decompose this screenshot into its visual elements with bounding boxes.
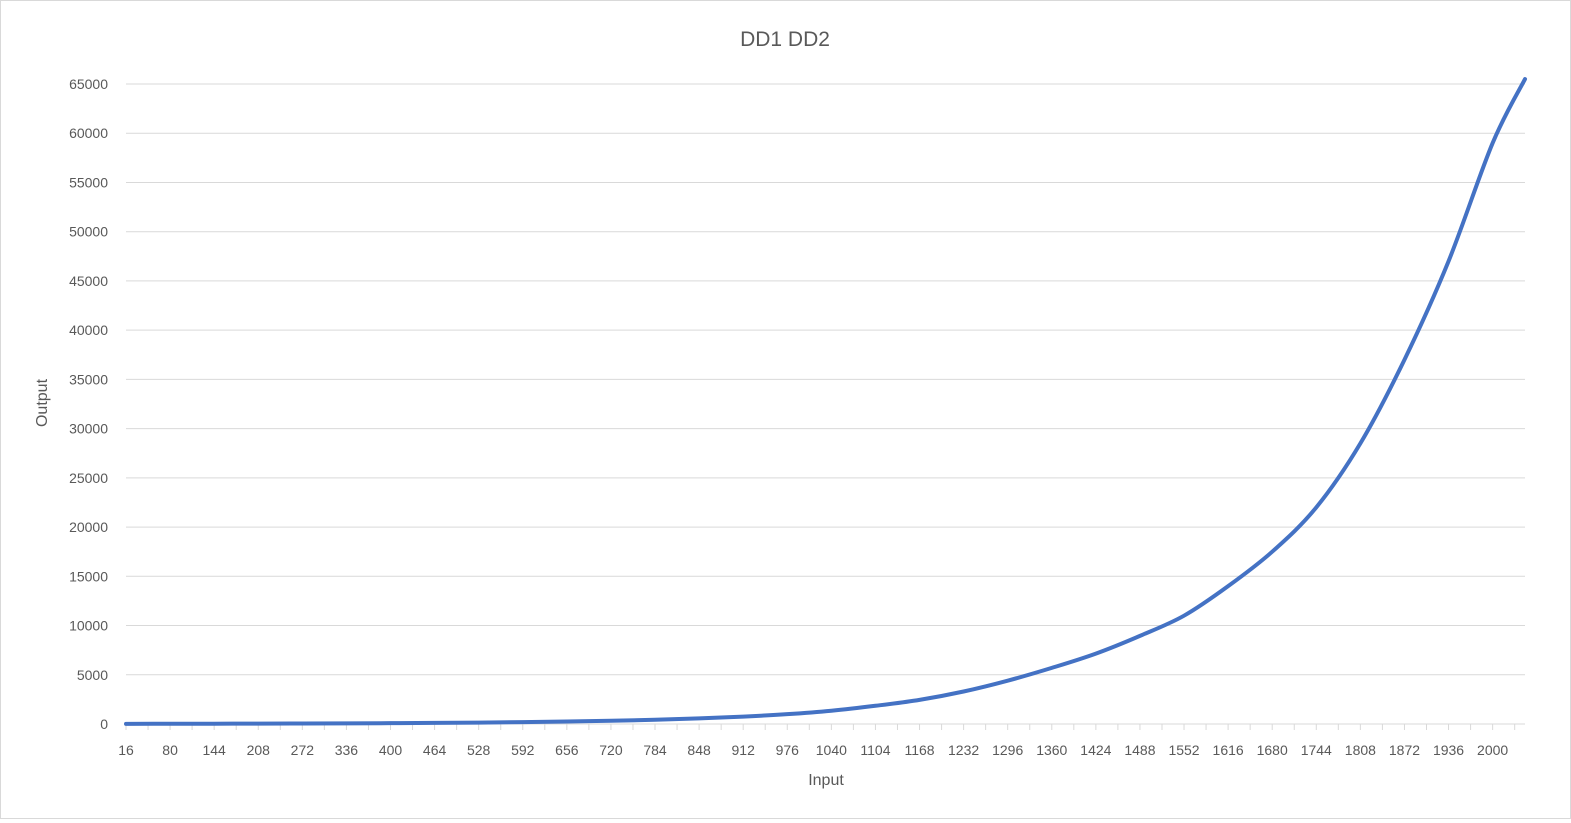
y-tick-label: 30000 [69, 421, 108, 437]
y-tick-label: 50000 [69, 224, 108, 240]
y-tick-label: 25000 [69, 470, 108, 486]
x-tick-label: 2000 [1477, 742, 1508, 758]
x-tick-label: 208 [247, 742, 271, 758]
y-tick-label: 40000 [69, 322, 108, 338]
series-group [124, 77, 1527, 726]
x-tick-label: 592 [511, 742, 535, 758]
y-axis-tick-labels: 0 5000 10000 15000 20000 25000 30000 35000 40000… [69, 76, 108, 732]
x-tick-label: 1424 [1080, 742, 1111, 758]
x-tick-label: 1808 [1345, 742, 1376, 758]
x-tick-label: 1744 [1301, 742, 1332, 758]
y-tick-label: 10000 [69, 618, 108, 634]
x-tick-label: 1360 [1036, 742, 1067, 758]
y-tick-label: 60000 [69, 125, 108, 141]
series-line-1 [124, 77, 1527, 726]
y-tick-label: 65000 [69, 76, 108, 92]
y-tick-label: 20000 [69, 519, 108, 535]
x-tick-label: 1616 [1213, 742, 1244, 758]
x-tick-label: 1872 [1389, 742, 1420, 758]
x-tick-label: 1040 [816, 742, 847, 758]
x-tick-label: 1104 [860, 742, 890, 758]
y-tick-label: 45000 [69, 273, 108, 289]
x-tick-label: 1232 [948, 742, 979, 758]
y-axis-title: Output [34, 378, 51, 427]
x-tick-label: 336 [335, 742, 359, 758]
x-tick-label: 720 [599, 742, 623, 758]
y-tick-label: 5000 [77, 667, 108, 683]
y-tick-label: 55000 [69, 174, 108, 190]
y-tick-label: 0 [100, 716, 108, 732]
x-tick-label: 848 [687, 742, 711, 758]
gridlines [126, 83, 1525, 676]
x-tick-label: 528 [467, 742, 491, 758]
x-axis-tick-labels: 16 80 144 208 272 336 400 464 528 592 656 720 784 848… [118, 742, 1508, 758]
x-tick-label: 656 [555, 742, 579, 758]
y-tick-label: 15000 [69, 568, 108, 584]
x-tick-label: 1936 [1433, 742, 1464, 758]
x-tick-label: 16 [118, 742, 134, 758]
x-tick-label: 272 [291, 742, 315, 758]
x-tick-label: 1552 [1168, 742, 1199, 758]
x-tick-label: 400 [379, 742, 403, 758]
x-tick-label: 1680 [1257, 742, 1288, 758]
x-tick-label: 464 [423, 742, 447, 758]
chart-title: DD1 DD2 [740, 28, 830, 51]
x-tick-label: 144 [202, 742, 226, 758]
x-tick-label: 80 [162, 742, 178, 758]
x-axis-title: Input [808, 772, 844, 789]
x-tick-label: 1488 [1124, 742, 1155, 758]
x-tick-label: 1296 [992, 742, 1023, 758]
x-tick-label: 976 [776, 742, 800, 758]
x-tick-label: 1168 [904, 742, 934, 758]
x-tick-label: 784 [643, 742, 667, 758]
y-tick-label: 35000 [69, 371, 108, 387]
x-tick-label: 912 [732, 742, 756, 758]
